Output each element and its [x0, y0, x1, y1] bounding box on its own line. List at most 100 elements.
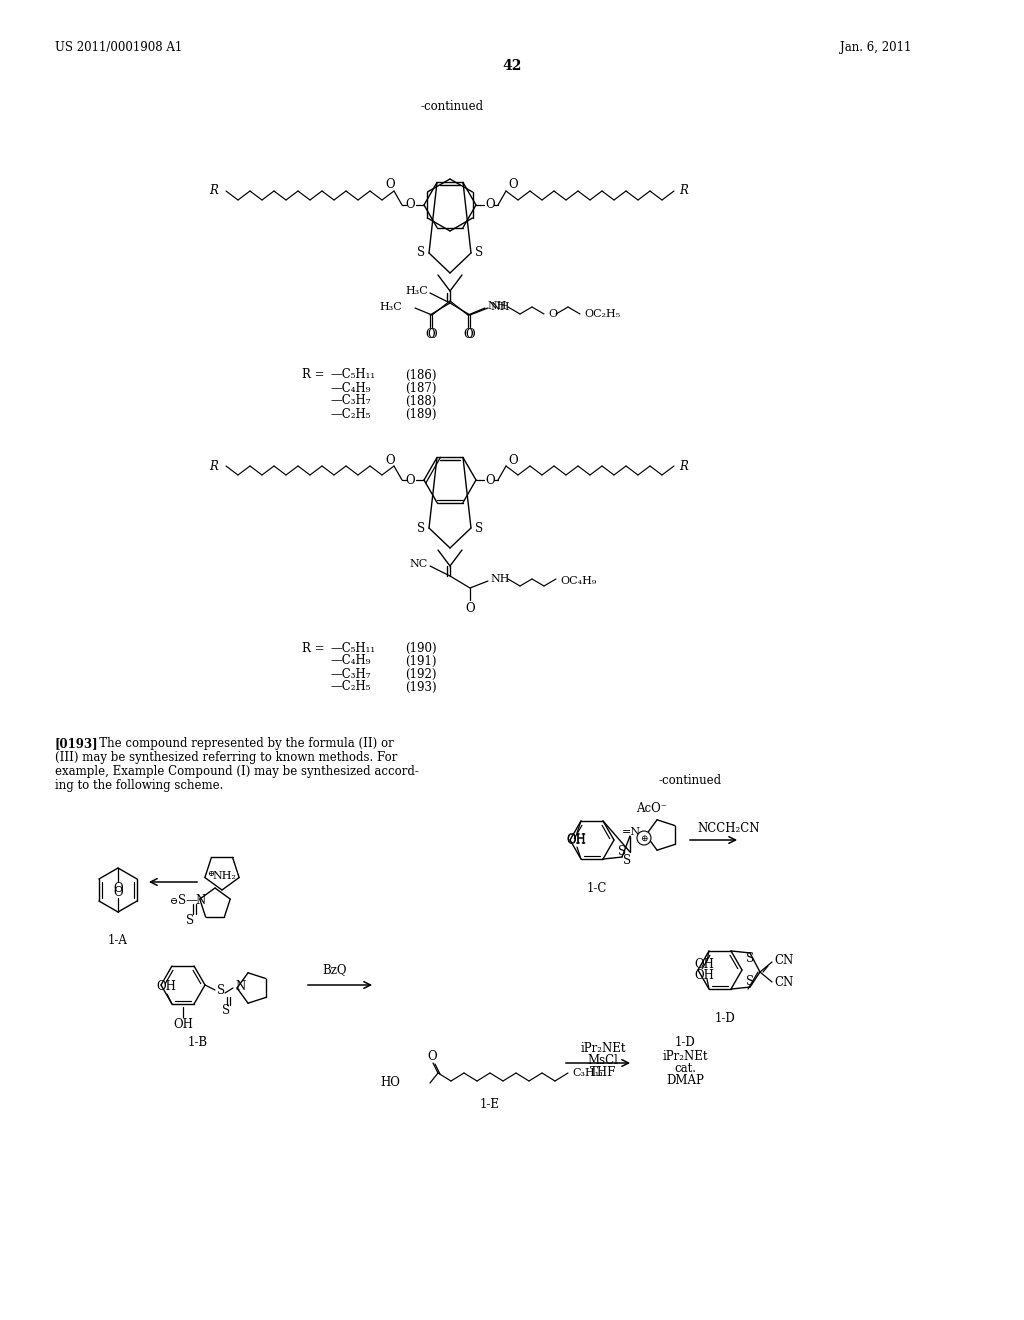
Text: OH: OH [694, 969, 714, 982]
Text: S: S [417, 521, 425, 535]
Text: —C₂H₅: —C₂H₅ [330, 408, 371, 421]
Text: NCCH₂CN: NCCH₂CN [697, 821, 760, 834]
Text: OC₂H₅: OC₂H₅ [584, 309, 621, 319]
Text: (189): (189) [406, 408, 436, 421]
Text: (193): (193) [406, 681, 436, 693]
Text: NH: NH [487, 301, 507, 312]
Text: iPr₂NEt: iPr₂NEt [581, 1041, 626, 1055]
Text: (191): (191) [406, 655, 436, 668]
Text: 1-D: 1-D [715, 1011, 735, 1024]
Text: —C₃H₇: —C₃H₇ [330, 668, 371, 681]
Text: R =: R = [302, 368, 325, 381]
Text: US 2011/0001908 A1: US 2011/0001908 A1 [55, 41, 182, 54]
Text: 1-E: 1-E [480, 1098, 500, 1111]
Text: OH: OH [173, 1019, 193, 1031]
Text: 1-B: 1-B [188, 1036, 208, 1049]
Text: S: S [746, 974, 754, 987]
Text: ing to the following scheme.: ing to the following scheme. [55, 780, 223, 792]
Text: —C₂H₅: —C₂H₅ [330, 681, 371, 693]
Text: S: S [618, 845, 626, 858]
Text: -continued: -continued [658, 774, 722, 787]
Text: S: S [186, 913, 195, 927]
Text: ⊕: ⊕ [207, 870, 214, 878]
Text: —C₄H₉: —C₄H₉ [330, 381, 371, 395]
Text: S—: S— [178, 894, 198, 907]
Text: 42: 42 [503, 59, 521, 73]
Text: 1-A: 1-A [109, 933, 128, 946]
Text: AcO⁻: AcO⁻ [637, 801, 668, 814]
Text: C₃H₁₁: C₃H₁₁ [572, 1068, 603, 1078]
Text: O: O [114, 882, 123, 895]
Text: O: O [508, 178, 517, 191]
Text: NH₂: NH₂ [213, 871, 237, 880]
Text: OH: OH [566, 834, 586, 847]
Text: (192): (192) [406, 668, 436, 681]
Text: R: R [209, 459, 218, 473]
Text: O: O [508, 454, 517, 466]
Text: (III) may be synthesized referring to known methods. For: (III) may be synthesized referring to kn… [55, 751, 397, 764]
Text: The compound represented by the formula (II) or: The compound represented by the formula … [88, 738, 394, 751]
Text: -continued: -continued [421, 99, 483, 112]
Text: NH: NH [490, 574, 510, 583]
Text: (190): (190) [406, 642, 436, 655]
Text: BzQ: BzQ [323, 964, 347, 977]
Text: O: O [548, 309, 557, 319]
Text: S: S [475, 521, 483, 535]
Text: N: N [195, 894, 205, 907]
Text: OH: OH [694, 958, 714, 972]
Text: O: O [406, 198, 415, 211]
Text: O: O [485, 474, 495, 487]
Text: CN: CN [774, 953, 794, 966]
Text: S: S [475, 247, 483, 260]
Text: R: R [209, 185, 218, 198]
Text: —C₄H₉: —C₄H₉ [330, 655, 371, 668]
Text: H₃C: H₃C [406, 286, 428, 296]
Text: [0193]: [0193] [55, 738, 98, 751]
Text: ⊖: ⊖ [170, 898, 178, 907]
Text: —C₃H₇: —C₃H₇ [330, 395, 371, 408]
Text: MsCl: MsCl [588, 1055, 618, 1068]
Text: O: O [465, 602, 475, 615]
Text: S: S [217, 985, 225, 998]
Text: (187): (187) [406, 381, 436, 395]
Text: O: O [465, 329, 475, 342]
Text: O: O [385, 454, 395, 466]
Text: O: O [427, 1051, 437, 1064]
Text: OC₄H₉: OC₄H₉ [560, 576, 596, 586]
Text: 1-D: 1-D [675, 1036, 695, 1049]
Text: =N: =N [622, 828, 641, 837]
Text: O: O [463, 329, 473, 342]
Text: DMAP: DMAP [666, 1074, 703, 1088]
Text: example, Example Compound (I) may be synthesized accord-: example, Example Compound (I) may be syn… [55, 766, 419, 779]
Text: (186): (186) [406, 368, 436, 381]
Text: H₃C: H₃C [379, 302, 402, 312]
Text: O: O [425, 329, 435, 342]
Text: O: O [114, 886, 123, 899]
Text: N: N [234, 979, 246, 993]
Text: OH: OH [566, 833, 586, 846]
Text: S: S [746, 953, 754, 965]
Text: NC: NC [410, 558, 428, 569]
Text: R =: R = [302, 642, 325, 655]
Text: R: R [679, 185, 688, 198]
Text: 1-C: 1-C [587, 882, 607, 895]
Text: OH: OH [156, 979, 176, 993]
Text: iPr₂NEt: iPr₂NEt [663, 1049, 708, 1063]
Text: ⊕: ⊕ [640, 833, 648, 842]
Text: O: O [485, 198, 495, 211]
Text: S: S [417, 247, 425, 260]
Text: THF: THF [590, 1067, 616, 1080]
Text: HO: HO [380, 1077, 400, 1089]
Text: CN: CN [774, 975, 794, 989]
Text: Jan. 6, 2011: Jan. 6, 2011 [840, 41, 911, 54]
Text: cat.: cat. [674, 1061, 696, 1074]
Text: O: O [406, 474, 415, 487]
Text: S: S [222, 1005, 230, 1018]
Text: —C₅H₁₁: —C₅H₁₁ [330, 368, 375, 381]
Text: S: S [623, 854, 631, 866]
Text: —C₅H₁₁: —C₅H₁₁ [330, 642, 375, 655]
Text: (188): (188) [406, 395, 436, 408]
Text: O: O [385, 178, 395, 191]
Text: O: O [427, 329, 437, 342]
Text: NH: NH [490, 302, 510, 312]
